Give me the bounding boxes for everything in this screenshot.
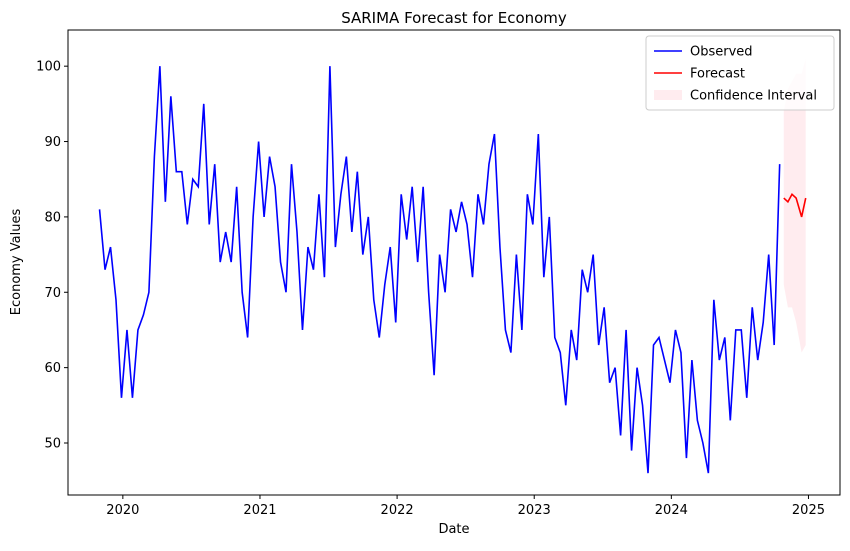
x-tick-label: 2022 <box>381 503 414 518</box>
x-tick-label: 2021 <box>243 503 276 518</box>
y-axis-label: Economy Values <box>9 209 24 316</box>
legend-label: Forecast <box>690 67 745 82</box>
y-tick-label: 80 <box>44 210 61 225</box>
x-tick-label: 2023 <box>518 503 551 518</box>
legend-label: Confidence Interval <box>690 89 817 104</box>
x-tick-label: 2025 <box>792 503 825 518</box>
plot-frame <box>67 29 841 496</box>
series-line <box>783 193 807 218</box>
legend-swatch <box>654 90 682 100</box>
y-tick-label: 100 <box>36 60 61 75</box>
y-tick-label: 90 <box>44 135 61 150</box>
x-axis-label: Date <box>438 522 469 537</box>
x-tick-label: 2024 <box>655 503 688 518</box>
y-tick-label: 60 <box>44 361 61 376</box>
y-tick-label: 50 <box>44 436 61 451</box>
chart-title: SARIMA Forecast for Economy <box>341 9 567 27</box>
series-line <box>98 66 781 474</box>
y-tick-label: 70 <box>44 286 61 301</box>
confidence-band <box>783 58 806 353</box>
legend-box <box>645 35 835 111</box>
legend-label: Observed <box>690 45 753 60</box>
x-tick-label: 2020 <box>106 503 139 518</box>
legend: Observed Forecast Confidence Interval <box>645 35 835 111</box>
